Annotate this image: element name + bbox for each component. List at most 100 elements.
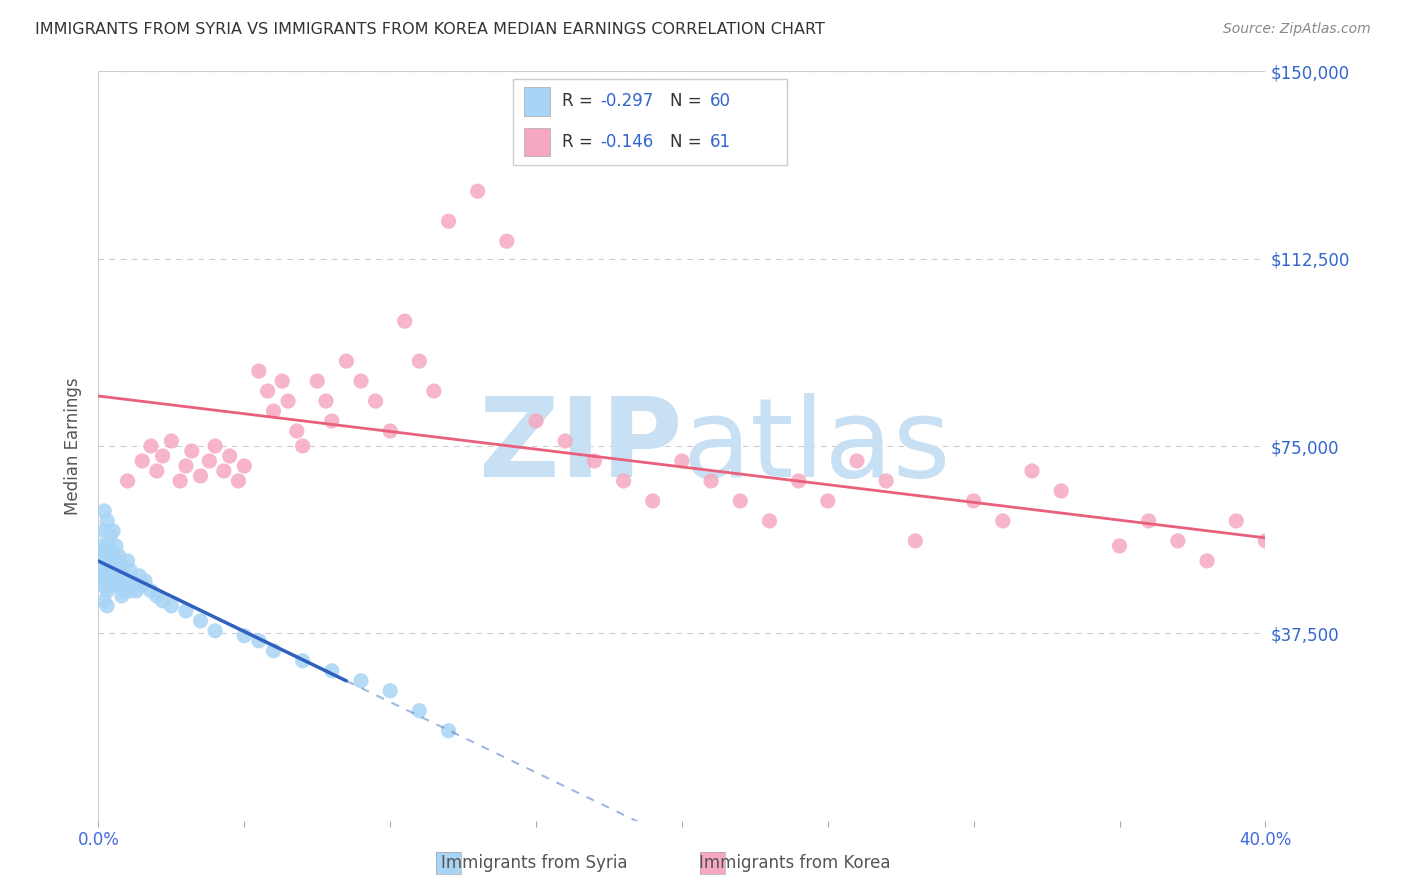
Point bbox=[174, 458, 197, 473]
Point bbox=[991, 514, 1014, 528]
Text: Immigrants from Korea: Immigrants from Korea bbox=[699, 855, 890, 872]
Point bbox=[93, 524, 115, 538]
Point bbox=[96, 583, 118, 598]
Point bbox=[277, 394, 299, 409]
Point bbox=[1284, 714, 1306, 728]
Point bbox=[120, 583, 142, 598]
Point bbox=[152, 594, 174, 608]
Point bbox=[437, 723, 460, 738]
Point bbox=[467, 184, 489, 198]
Point bbox=[875, 474, 897, 488]
Point bbox=[190, 469, 212, 483]
Point bbox=[583, 454, 606, 468]
Point bbox=[233, 458, 256, 473]
Point bbox=[700, 474, 723, 488]
Point bbox=[335, 354, 357, 368]
Point bbox=[131, 454, 153, 468]
Point bbox=[139, 583, 162, 598]
Point bbox=[212, 464, 235, 478]
Point bbox=[233, 629, 256, 643]
Point bbox=[101, 558, 124, 573]
Point bbox=[204, 439, 226, 453]
Point bbox=[1137, 514, 1160, 528]
Point bbox=[380, 424, 402, 438]
Point bbox=[496, 234, 519, 248]
Point bbox=[111, 558, 134, 573]
Point bbox=[117, 554, 139, 568]
Text: ZIP: ZIP bbox=[478, 392, 682, 500]
Point bbox=[218, 449, 240, 463]
Text: 61: 61 bbox=[710, 133, 731, 151]
Point bbox=[612, 474, 634, 488]
Point bbox=[90, 574, 112, 588]
Point bbox=[104, 539, 127, 553]
Point bbox=[285, 424, 308, 438]
Point bbox=[152, 449, 174, 463]
Point bbox=[117, 574, 139, 588]
Point bbox=[256, 384, 278, 398]
Point bbox=[1225, 514, 1247, 528]
Point bbox=[90, 564, 112, 578]
Text: R =: R = bbox=[562, 133, 598, 151]
Point bbox=[174, 604, 197, 618]
Point bbox=[247, 633, 270, 648]
Point bbox=[1167, 533, 1189, 548]
Point bbox=[962, 494, 984, 508]
Point bbox=[190, 614, 212, 628]
Point bbox=[321, 664, 343, 678]
Point bbox=[1254, 533, 1277, 548]
Point bbox=[846, 454, 869, 468]
Point bbox=[90, 539, 112, 553]
Point bbox=[125, 583, 148, 598]
Point bbox=[98, 529, 121, 543]
Point bbox=[228, 474, 250, 488]
Point bbox=[180, 444, 202, 458]
Point bbox=[817, 494, 839, 508]
Y-axis label: Median Earnings: Median Earnings bbox=[65, 377, 83, 515]
Point bbox=[364, 394, 387, 409]
Point bbox=[98, 549, 121, 563]
Text: Source: ZipAtlas.com: Source: ZipAtlas.com bbox=[1223, 22, 1371, 37]
Point bbox=[380, 683, 402, 698]
Point bbox=[307, 374, 329, 388]
Point bbox=[160, 434, 183, 448]
Text: IMMIGRANTS FROM SYRIA VS IMMIGRANTS FROM KOREA MEDIAN EARNINGS CORRELATION CHART: IMMIGRANTS FROM SYRIA VS IMMIGRANTS FROM… bbox=[35, 22, 825, 37]
Point bbox=[114, 569, 136, 583]
Point bbox=[98, 579, 121, 593]
Point bbox=[98, 564, 121, 578]
Point bbox=[291, 654, 314, 668]
Point bbox=[111, 589, 134, 603]
Text: atlas: atlas bbox=[682, 392, 950, 500]
Point bbox=[160, 599, 183, 613]
Point bbox=[108, 564, 131, 578]
Point bbox=[96, 599, 118, 613]
Point bbox=[96, 569, 118, 583]
Point bbox=[169, 474, 191, 488]
Point bbox=[315, 394, 337, 409]
Point bbox=[108, 549, 131, 563]
Text: R =: R = bbox=[562, 93, 598, 111]
Point bbox=[114, 583, 136, 598]
Point bbox=[904, 533, 927, 548]
Point bbox=[90, 554, 112, 568]
Point bbox=[120, 564, 142, 578]
Point bbox=[131, 579, 153, 593]
Point bbox=[671, 454, 693, 468]
Point bbox=[117, 474, 139, 488]
Point bbox=[641, 494, 664, 508]
Point bbox=[128, 569, 150, 583]
Point bbox=[1108, 539, 1130, 553]
Point bbox=[247, 364, 270, 378]
Point bbox=[108, 579, 131, 593]
Point bbox=[104, 569, 127, 583]
Point bbox=[122, 574, 145, 588]
Point bbox=[437, 214, 460, 228]
Point bbox=[271, 374, 294, 388]
Point bbox=[408, 704, 430, 718]
Point bbox=[262, 404, 284, 418]
Point bbox=[350, 673, 373, 688]
Point bbox=[423, 384, 446, 398]
Point bbox=[408, 354, 430, 368]
Point bbox=[198, 454, 221, 468]
Point bbox=[1021, 464, 1043, 478]
